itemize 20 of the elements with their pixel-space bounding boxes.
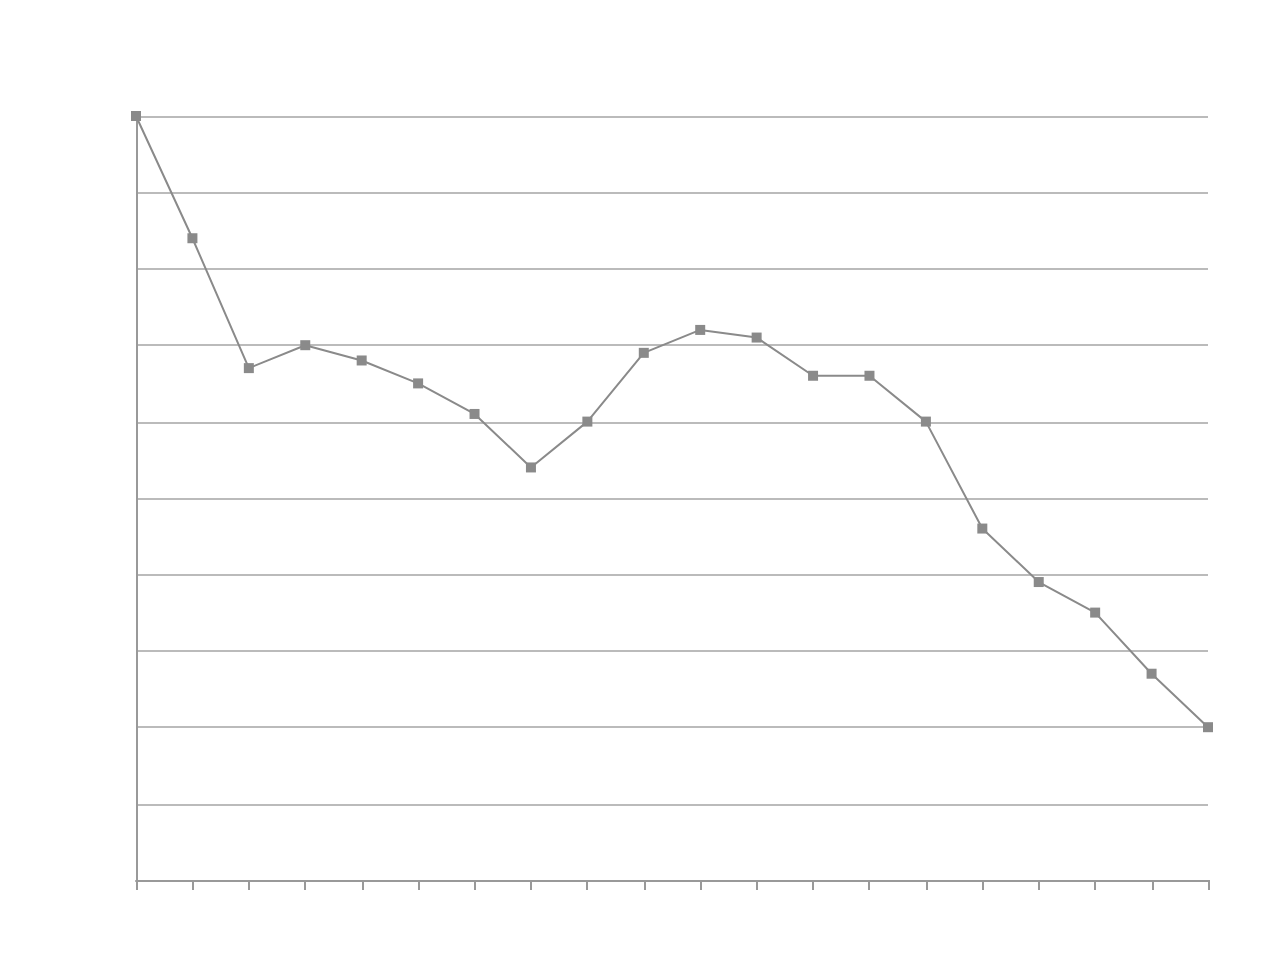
point: [864, 370, 875, 381]
point: [695, 324, 706, 335]
point: [1146, 668, 1157, 679]
point: [131, 111, 141, 121]
point: [1033, 577, 1044, 588]
point: [977, 523, 988, 534]
point: [920, 416, 931, 427]
point: [1090, 607, 1101, 618]
point: [751, 332, 762, 343]
point: [582, 416, 593, 427]
point: [300, 340, 311, 351]
point: [356, 355, 367, 366]
point: [469, 408, 480, 419]
point: [243, 363, 254, 374]
point: [413, 378, 424, 389]
point: [1203, 722, 1213, 733]
point: [525, 462, 536, 473]
point: [808, 370, 819, 381]
point: [638, 347, 649, 358]
point: [187, 233, 198, 244]
